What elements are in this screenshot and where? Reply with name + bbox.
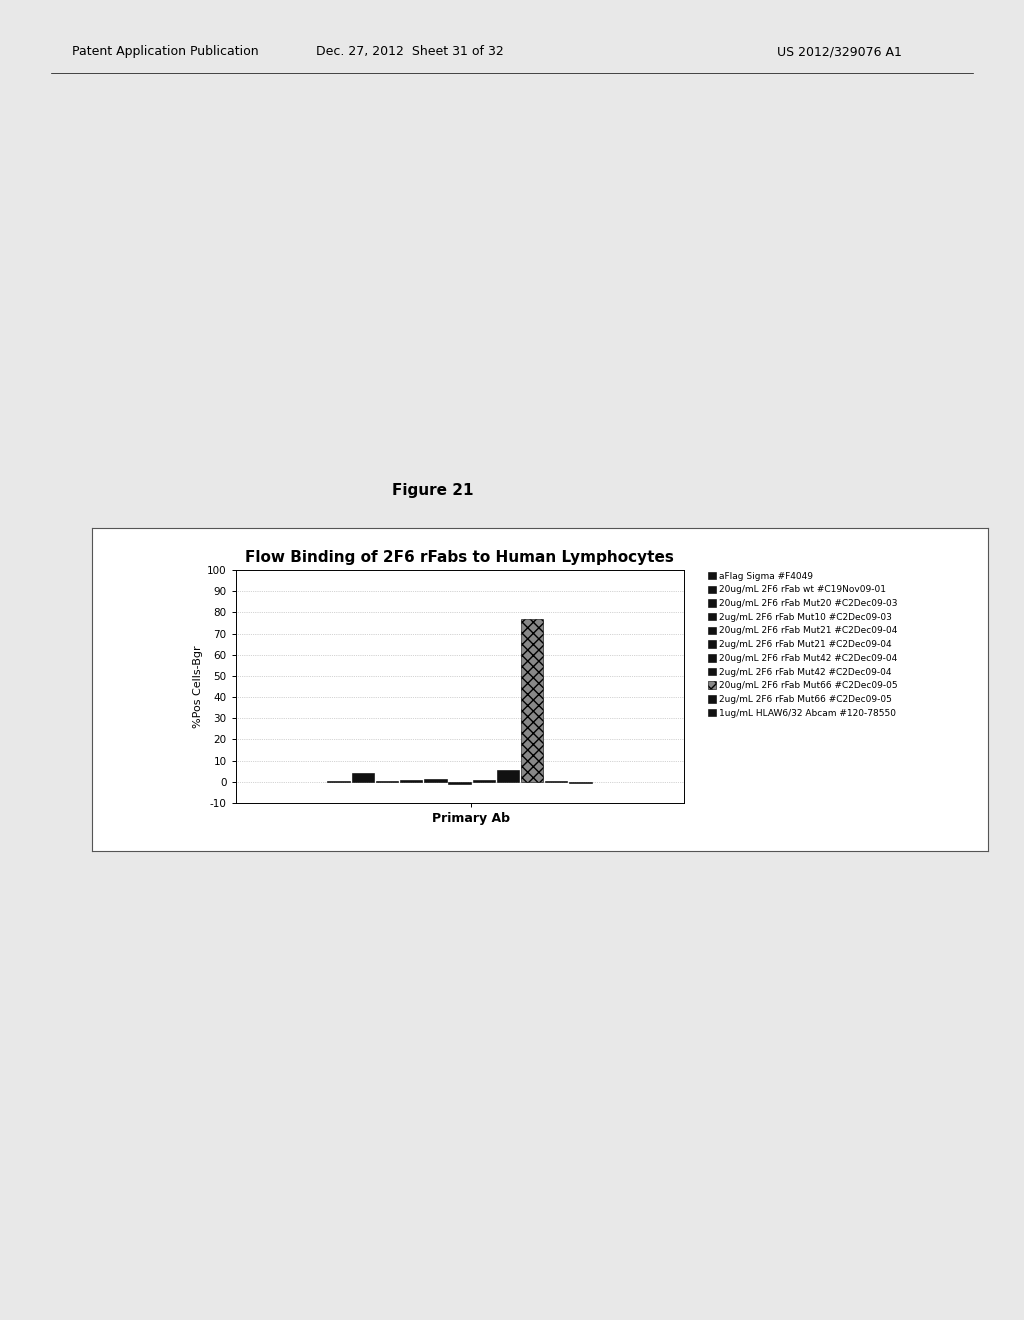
- Text: Dec. 27, 2012  Sheet 31 of 32: Dec. 27, 2012 Sheet 31 of 32: [315, 45, 504, 58]
- Text: Patent Application Publication: Patent Application Publication: [72, 45, 258, 58]
- Legend: aFlag Sigma #F4049, 20ug/mL 2F6 rFab wt #C19Nov09-01, 20ug/mL 2F6 rFab Mut20 #C2: aFlag Sigma #F4049, 20ug/mL 2F6 rFab wt …: [706, 570, 900, 719]
- Title: Flow Binding of 2F6 rFabs to Human Lymphocytes: Flow Binding of 2F6 rFabs to Human Lymph…: [245, 549, 674, 565]
- Text: US 2012/329076 A1: US 2012/329076 A1: [777, 45, 902, 58]
- Text: Figure 21: Figure 21: [392, 483, 473, 498]
- Bar: [351, 774, 374, 781]
- Bar: [424, 779, 446, 781]
- Bar: [400, 780, 422, 781]
- Bar: [472, 780, 495, 781]
- Bar: [449, 781, 471, 784]
- Bar: [497, 770, 519, 781]
- Y-axis label: %Pos Cells-Bgr: %Pos Cells-Bgr: [193, 645, 203, 727]
- Bar: [521, 619, 544, 781]
